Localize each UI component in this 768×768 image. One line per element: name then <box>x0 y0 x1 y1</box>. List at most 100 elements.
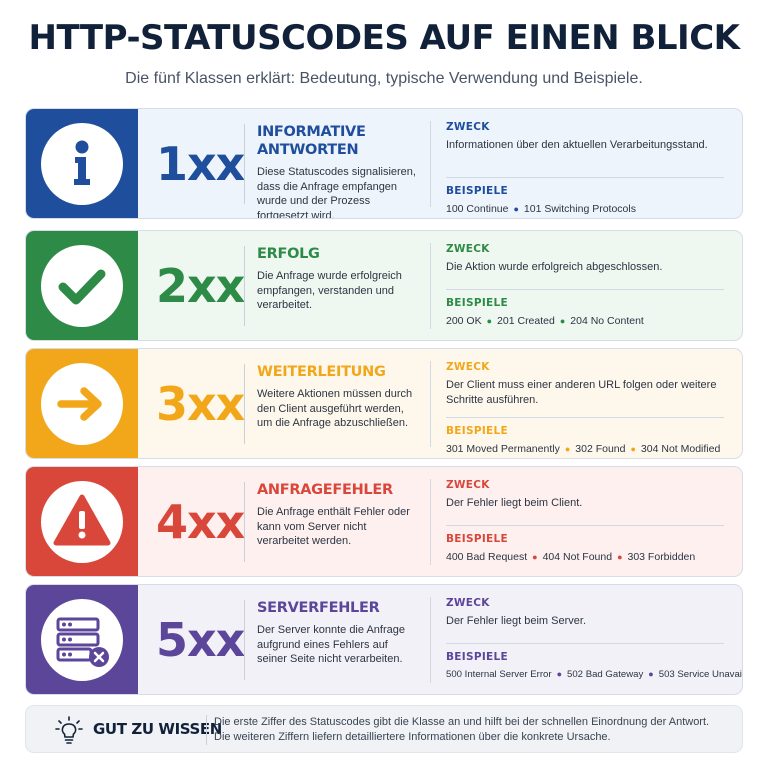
divider <box>430 361 431 447</box>
class-info: ANFRAGEFEHLER Die Anfrage enthält Fehler… <box>257 481 417 549</box>
purpose-text: Informationen über den aktuellen Verarbe… <box>446 139 708 151</box>
class-description: Die Anfrage wurde erfolgreich empfangen,… <box>257 270 402 311</box>
icon-badge <box>41 363 123 445</box>
example-code: 204 No Content <box>570 315 644 327</box>
purpose-section: ZWECK Informationen über den aktuellen V… <box>446 121 736 153</box>
purpose-section: ZWECK Der Fehler liegt beim Server. <box>446 597 736 629</box>
examples-section: BEISPIELE 301 Moved Permanently ● 302 Foun… <box>446 425 741 455</box>
icon-panel <box>26 585 138 694</box>
class-description: Diese Statuscodes signalisieren, dass di… <box>257 166 416 219</box>
page-subtitle: Die fünf Klassen erklärt: Bedeutung, typ… <box>125 70 643 87</box>
divider <box>244 600 245 680</box>
status-class-card-5xx: 5xx SERVERFEHLER Der Server konnte die A… <box>25 584 743 695</box>
lightbulb-icon <box>55 716 83 744</box>
bullet-separator: ● <box>559 316 566 326</box>
status-code-class: 3xx <box>156 377 245 431</box>
examples-list: 400 Bad Request ● 404 Not Found ● 303 Forbid… <box>446 551 741 563</box>
divider <box>446 525 724 526</box>
bullet-separator: ● <box>617 552 623 562</box>
class-description: Die Anfrage enthält Fehler oder kann vom… <box>257 506 410 547</box>
purpose-section: ZWECK Die Aktion wurde erfolgreich abges… <box>446 243 736 275</box>
divider <box>430 479 431 565</box>
purpose-label: ZWECK <box>446 243 490 255</box>
class-title: INFORMATIVE ANTWORTEN <box>257 124 366 158</box>
purpose-text: Der Fehler liegt beim Client. <box>446 497 583 509</box>
class-title: WEITERLEITUNG <box>257 364 386 380</box>
server-error-icon <box>56 617 109 667</box>
class-info: INFORMATIVE ANTWORTEN Diese Statuscodes … <box>257 123 417 219</box>
purpose-label: ZWECK <box>446 597 490 609</box>
example-code: 302 Found <box>575 443 626 455</box>
class-info: ERFOLG Die Anfrage wurde erfolgreich emp… <box>257 245 417 313</box>
divider <box>446 417 724 418</box>
divider <box>244 482 245 562</box>
status-code-class: 1xx <box>156 137 245 191</box>
icon-panel <box>26 349 138 458</box>
class-info: SERVERFEHLER Der Server konnte die Anfra… <box>257 599 417 667</box>
bullet-separator: ● <box>556 669 563 679</box>
bullet-separator: ● <box>648 669 654 679</box>
status-class-card-4xx: 4xx ANFRAGEFEHLER Die Anfrage enthält Fe… <box>25 466 743 577</box>
info-icon <box>74 140 90 185</box>
status-code-class: 2xx <box>156 259 245 313</box>
example-code: 101 Switching Protocols <box>523 203 636 215</box>
examples-section: BEISPIELE 200 OK ● 201 Created ● 204 No Cont… <box>446 297 741 327</box>
class-description: Der Server konnte die Anfrage aufgrund e… <box>257 624 405 665</box>
icon-badge <box>41 481 123 563</box>
status-class-card-3xx: 3xx WEITERLEITUNG Weitere Aktionen müsse… <box>25 348 743 459</box>
class-description: Weitere Aktionen müssen durch den Client… <box>257 388 413 429</box>
example-code: 304 Not Modified <box>640 443 721 455</box>
examples-list: 500 Internal Server Error ● 502 Bad Gatewa… <box>446 669 742 680</box>
status-class-card-1xx: 1xx INFORMATIVE ANTWORTEN Diese Statusco… <box>25 108 743 219</box>
divider <box>430 597 431 683</box>
info-box: GUT ZU WISSEN Die erste Ziffer des Statu… <box>25 705 743 753</box>
divider <box>446 643 724 644</box>
divider <box>430 243 431 329</box>
divider <box>206 715 207 745</box>
warning-icon <box>53 494 111 546</box>
example-code: 100 Continue <box>446 203 509 215</box>
example-code: 404 Not Found <box>542 551 613 563</box>
examples-label: BEISPIELE <box>446 297 508 309</box>
purpose-text: Der Client muss einer anderen URL folgen… <box>446 379 717 406</box>
example-code: 500 Internal Server Error <box>446 669 552 680</box>
purpose-text: Der Fehler liegt beim Server. <box>446 615 586 627</box>
example-code: 503 Service Unavailable <box>658 669 742 680</box>
checkmark-icon <box>58 269 106 305</box>
examples-section: BEISPIELE 500 Internal Server Error ● 502 … <box>446 651 742 680</box>
purpose-label: ZWECK <box>446 121 490 133</box>
bullet-separator: ● <box>630 444 636 454</box>
info-box-title: GUT ZU WISSEN <box>93 720 222 738</box>
example-code: 201 Created <box>497 315 555 327</box>
bullet-separator: ● <box>532 552 538 562</box>
class-title: ERFOLG <box>257 246 320 262</box>
icon-panel <box>26 231 138 340</box>
divider <box>244 364 245 444</box>
icon-badge <box>41 123 123 205</box>
icon-panel <box>26 109 138 218</box>
examples-label: BEISPIELE <box>446 185 508 197</box>
info-box-text: Die erste Ziffer des Statuscodes gibt di… <box>214 715 739 745</box>
purpose-section: ZWECK Der Client muss einer anderen URL … <box>446 361 736 407</box>
examples-list: 100 Continue ● 101 Switching Protocols <box>446 203 741 215</box>
examples-list: 200 OK ● 201 Created ● 204 No Content <box>446 315 741 327</box>
example-code: 200 OK <box>446 315 482 327</box>
example-code: 400 Bad Request <box>446 551 528 563</box>
examples-list: 301 Moved Permanently ● 302 Found ● 304 Not … <box>446 443 741 455</box>
purpose-text: Die Aktion wurde erfolgreich abgeschloss… <box>446 261 663 273</box>
examples-label: BEISPIELE <box>446 533 508 545</box>
class-title: ANFRAGEFEHLER <box>257 482 393 498</box>
class-info: WEITERLEITUNG Weitere Aktionen müssen du… <box>257 363 417 431</box>
divider <box>244 246 245 326</box>
divider <box>244 124 245 204</box>
purpose-section: ZWECK Der Fehler liegt beim Client. <box>446 479 736 511</box>
example-code: 303 Forbidden <box>627 551 696 563</box>
bullet-separator: ● <box>486 316 493 326</box>
arrow-right-icon <box>57 387 102 421</box>
purpose-label: ZWECK <box>446 361 490 373</box>
example-code: 301 Moved Permanently <box>446 443 560 455</box>
bullet-separator: ● <box>513 204 519 214</box>
examples-label: BEISPIELE <box>446 425 508 437</box>
bullet-separator: ● <box>564 444 571 454</box>
purpose-label: ZWECK <box>446 479 490 491</box>
